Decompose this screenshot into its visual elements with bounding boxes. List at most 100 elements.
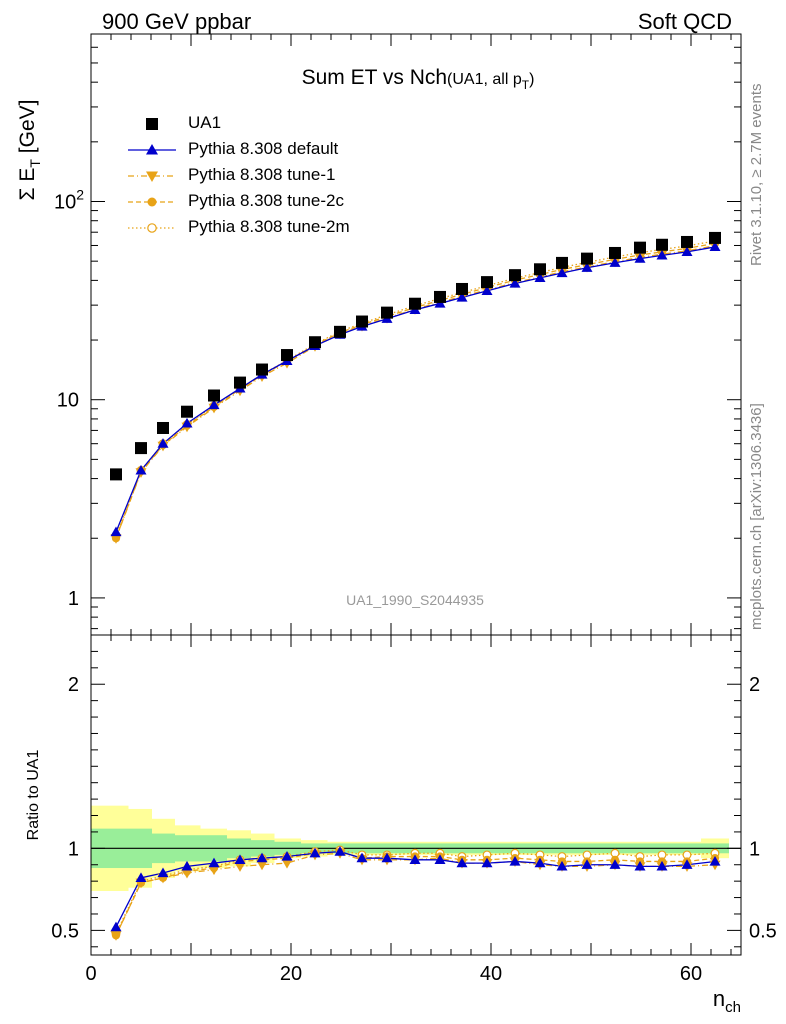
header-left: 900 GeV ppbar	[102, 9, 252, 34]
data-point-1	[135, 442, 147, 455]
ratio-point-1-2	[157, 867, 169, 878]
point-1-1	[135, 464, 147, 475]
point-1-19	[581, 262, 593, 272]
ratio-point-1-3	[181, 860, 193, 871]
ratio-point-1-13	[434, 854, 446, 864]
analysis-id: UA1_1990_S2044935	[346, 592, 484, 608]
data-point-12	[409, 297, 421, 310]
point-1-21	[634, 253, 646, 263]
point-1-4	[208, 399, 220, 410]
ratio-y-tick-label: 2	[68, 674, 79, 696]
ratio-point-1-21	[634, 860, 646, 871]
data-point-17	[534, 263, 546, 276]
data-point-13	[434, 290, 446, 303]
ratio-point-1-5	[234, 854, 246, 864]
ratio-point-2-0	[110, 931, 122, 941]
legend-label-tune-1: Pythia 8.308 tune-1	[188, 165, 336, 184]
ratio-point-1-11	[381, 852, 393, 863]
point-1-24	[709, 241, 721, 252]
point-1-14	[456, 291, 468, 302]
ratio-point-1-18	[556, 860, 568, 871]
series-markers	[110, 231, 721, 941]
ratio-y-tick-label: 0.5	[51, 920, 79, 942]
ratio-point-1-17	[534, 857, 546, 868]
data-point-8	[309, 336, 321, 349]
data-point-0	[110, 468, 122, 481]
series-line-4	[115, 240, 716, 537]
ratio-point-1-6	[256, 852, 268, 863]
point-1-22	[656, 249, 668, 260]
series-line-3	[115, 242, 716, 539]
point-1-0	[110, 526, 122, 537]
x-axis-label: nch	[713, 986, 741, 1016]
ratio-point-2-4	[208, 865, 220, 876]
point-1-17	[534, 272, 546, 282]
data-point-9	[334, 325, 346, 338]
data-point-6	[256, 363, 268, 376]
ratio-panel-frame	[90, 634, 742, 956]
ratio-point-1-19	[581, 859, 593, 869]
legend-label-ua1: UA1	[188, 113, 222, 132]
ratio-y-tick-label-right: 1	[749, 838, 760, 860]
ratio-point-1-15	[481, 857, 493, 868]
plot-title-sub-index: T	[522, 78, 530, 92]
data-point-21	[634, 241, 646, 254]
legend	[128, 118, 176, 233]
legend-marker-0	[146, 118, 158, 130]
data-point-2	[157, 421, 169, 434]
point-1-15	[481, 285, 493, 296]
y-tick-label: 102	[54, 187, 84, 214]
x-tick-label: 60	[680, 963, 702, 985]
data-point-3	[181, 405, 193, 418]
data-point-4	[208, 389, 220, 402]
plot-title-sub-close: )	[529, 71, 534, 88]
ratio-y-tick-label-right: 2	[749, 674, 760, 696]
x-tick-label: 20	[280, 963, 302, 985]
y-axis-label-top: Σ ET [GeV]	[16, 100, 43, 201]
legend-marker-2	[146, 171, 158, 182]
legend-marker-4	[147, 223, 157, 233]
plot-title-main: Sum ET vs Nch	[302, 66, 447, 89]
point-1-2	[157, 438, 169, 448]
x-tick-label: 40	[480, 963, 502, 985]
axis-labels: 0 20 40 60 1 10 102 0.5 0.5 1 1 2 2 nch Σ ET [GeV] Rati…	[16, 100, 777, 1016]
legend-label-tune-2m: Pythia 8.308 tune-2m	[188, 217, 350, 236]
plot-title: Sum ET vs Nch(UA1, all pT)	[302, 66, 535, 92]
ratio-y-tick-label: 1	[68, 838, 79, 860]
ratio-point-2-6	[256, 860, 268, 871]
data-point-24	[709, 231, 721, 244]
data-point-5	[234, 376, 246, 389]
ratio-point-2-5	[234, 862, 246, 872]
data-point-14	[456, 282, 468, 295]
ratio-point-1-20	[609, 859, 621, 869]
data-point-16	[509, 269, 521, 282]
plot-title-sub: (UA1, all p	[447, 71, 522, 88]
ratio-point-1-0	[110, 921, 122, 932]
y-axis-label-ratio: Ratio to UA1	[25, 750, 42, 841]
ratio-point-1-10	[356, 852, 368, 863]
ratio-point-1-7	[281, 851, 293, 861]
ratio-point-1-24	[709, 855, 721, 866]
data-point-23	[681, 235, 693, 248]
ratio-point-1-4	[208, 857, 220, 868]
point-1-23	[681, 246, 693, 257]
data-point-11	[381, 306, 393, 319]
ratio-point-1-9	[334, 846, 346, 856]
legend-label-default: Pythia 8.308 default	[188, 139, 339, 158]
series-line-2	[115, 245, 716, 539]
point-1-3	[181, 417, 193, 428]
data-point-22	[656, 238, 668, 251]
legend-marker-3	[147, 197, 157, 207]
data-point-15	[481, 276, 493, 289]
ratio-point-1-1	[135, 872, 147, 882]
ratio-point-1-16	[509, 855, 521, 866]
legend-marker-1	[146, 144, 158, 155]
point-1-16	[509, 277, 521, 288]
data-point-10	[356, 315, 368, 328]
legend-label-tune-2c: Pythia 8.308 tune-2c	[188, 191, 344, 210]
y-tick-label: 10	[57, 390, 79, 412]
data-point-7	[281, 349, 293, 362]
ratio-point-1-22	[656, 860, 668, 871]
ratio-point-2-3	[181, 868, 193, 879]
